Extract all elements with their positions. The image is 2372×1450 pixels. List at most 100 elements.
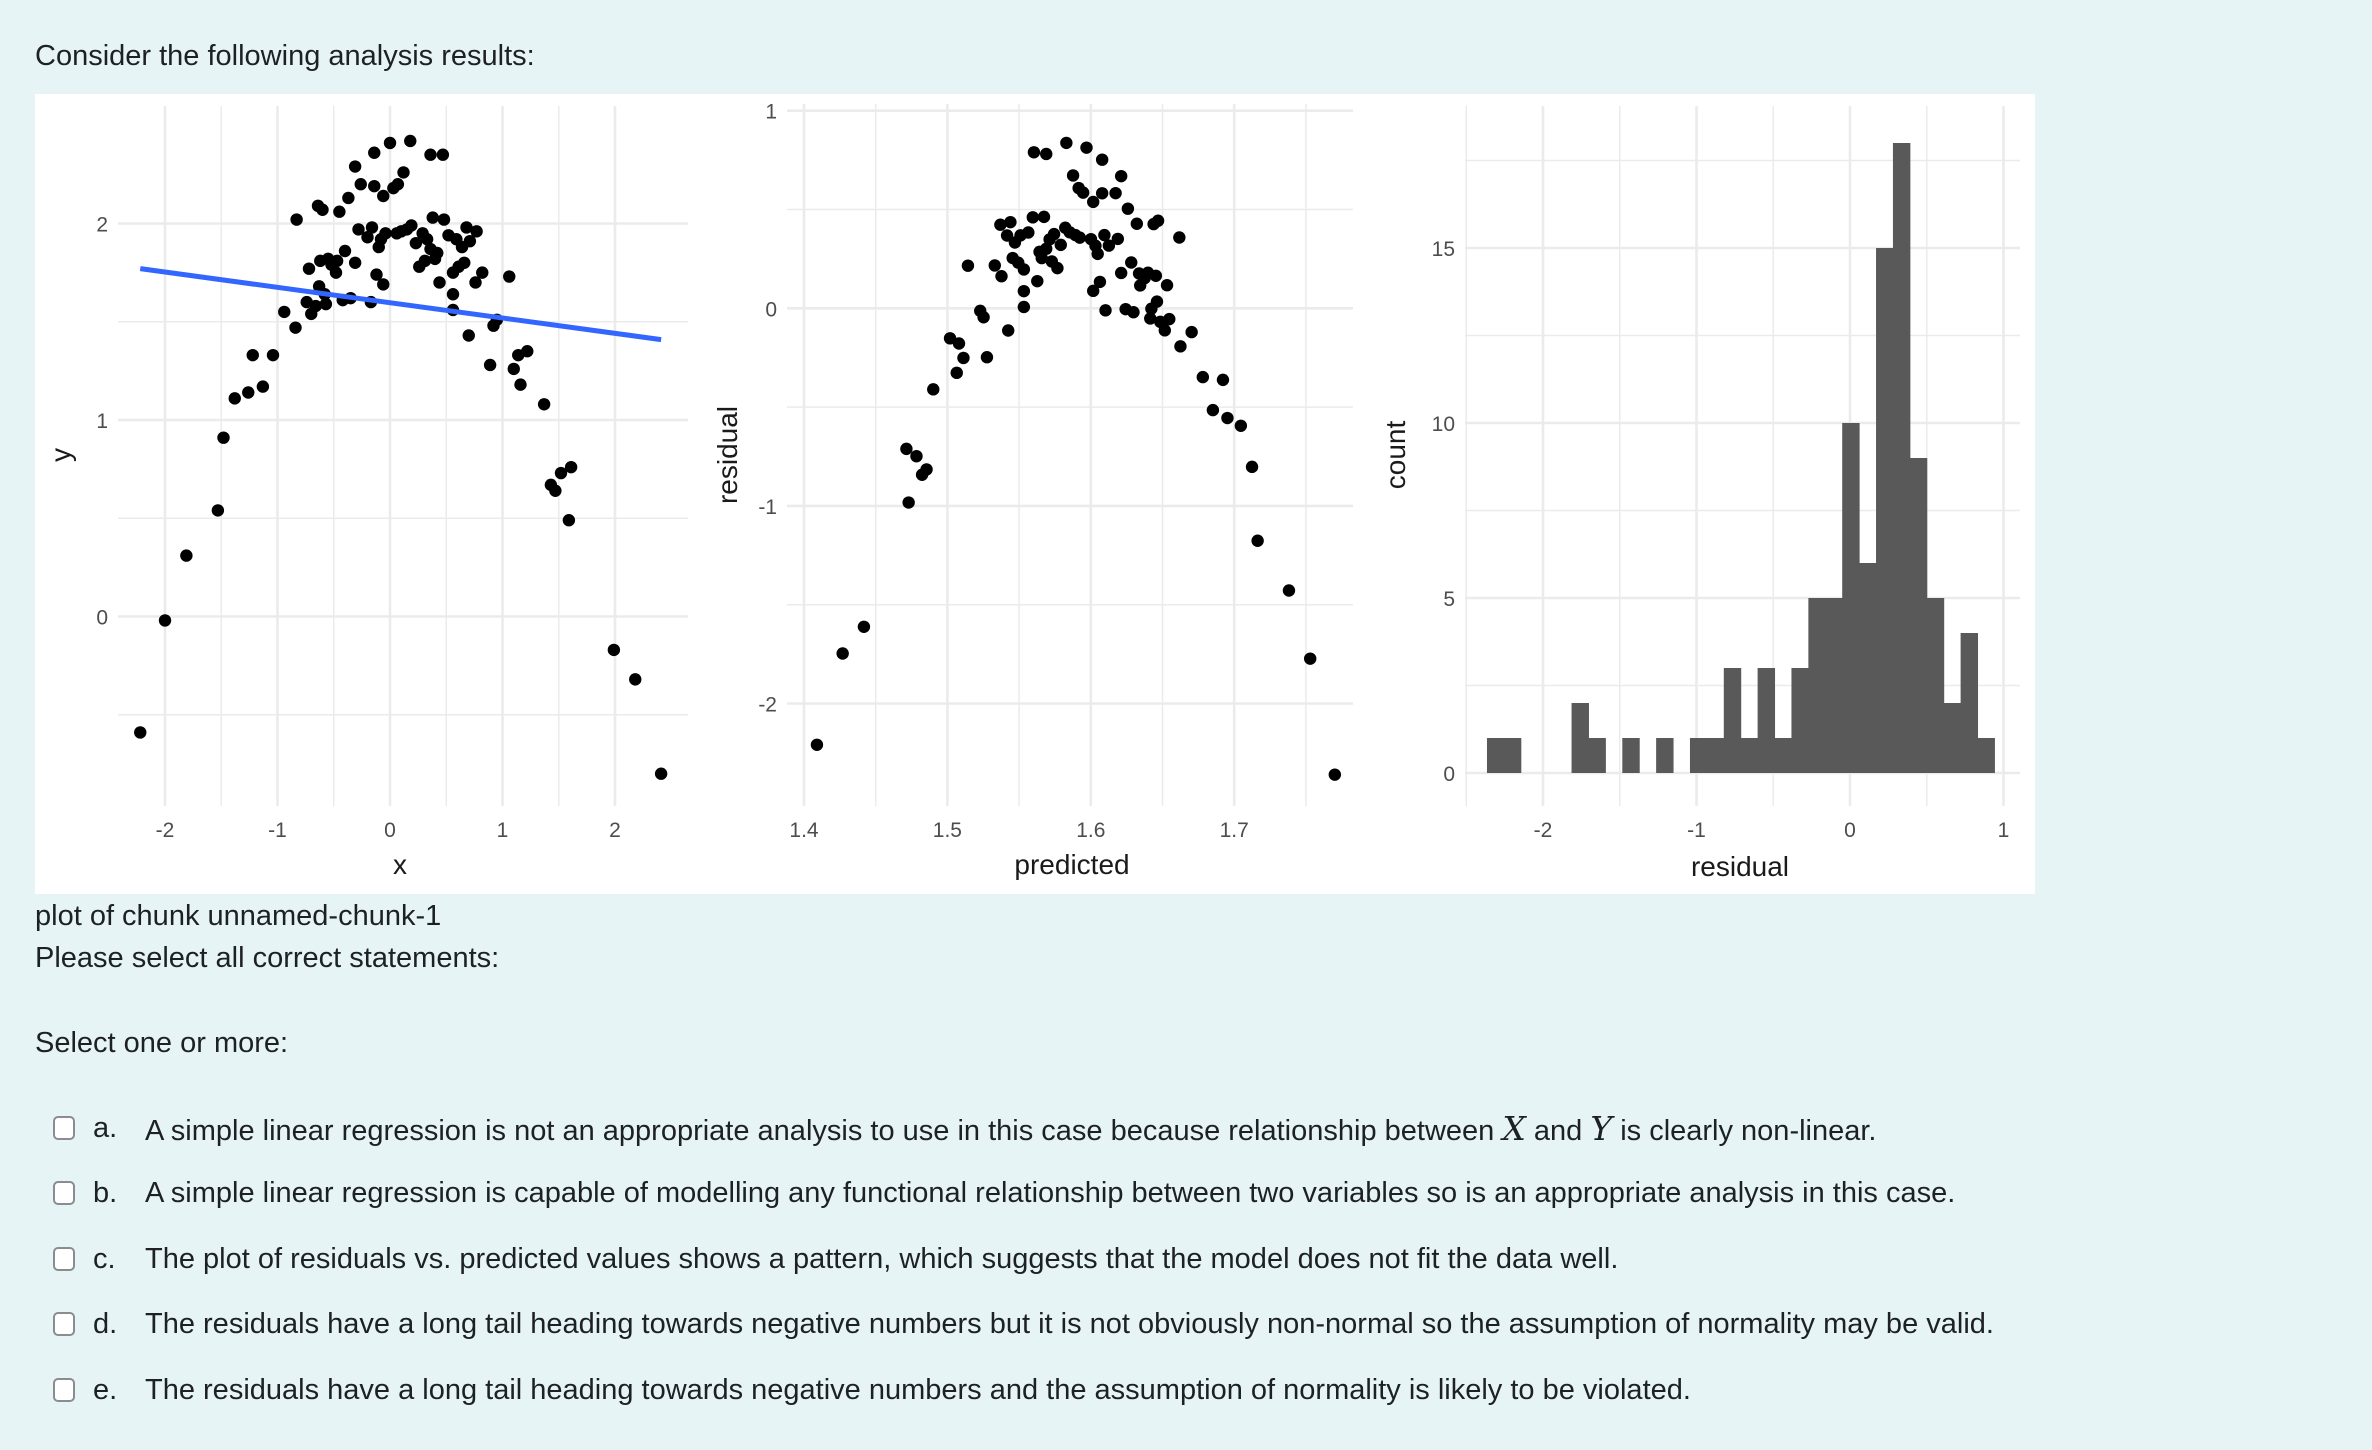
- residual-point: [1234, 419, 1248, 433]
- y-tick-label: -1: [758, 496, 777, 519]
- data-point: [564, 460, 578, 474]
- x-tick-label: 0: [1844, 819, 1856, 842]
- checkbox-c[interactable]: [53, 1247, 75, 1271]
- residual-point: [1059, 221, 1072, 234]
- residual-point: [1043, 233, 1056, 246]
- residual-point: [810, 738, 824, 752]
- question-prompt: Please select all correct statements:: [35, 942, 500, 974]
- option-e[interactable]: e. The residuals have a long tail headin…: [53, 1370, 1691, 1410]
- residual-point: [1099, 304, 1112, 317]
- data-point: [348, 160, 362, 173]
- data-point: [462, 329, 475, 342]
- histogram-bar: [1706, 738, 1725, 773]
- data-point: [246, 348, 259, 362]
- residual-point: [1017, 300, 1031, 314]
- data-point: [342, 191, 355, 205]
- data-point: [521, 345, 534, 358]
- data-point: [290, 213, 303, 226]
- histogram-bar: [1588, 738, 1606, 773]
- histogram-bar: [1622, 738, 1640, 773]
- residual-point: [1060, 136, 1073, 150]
- data-point: [316, 203, 329, 216]
- option-text-part: is clearly non-linear.: [1612, 1114, 1877, 1147]
- x-tick-label: -2: [156, 819, 175, 842]
- option-b[interactable]: b. A simple linear regression is capable…: [53, 1173, 1955, 1213]
- data-point: [374, 233, 388, 246]
- residual-point: [957, 351, 970, 365]
- residual-point: [927, 383, 940, 396]
- residual-point: [1109, 186, 1122, 200]
- checkbox-e[interactable]: [53, 1378, 75, 1402]
- residual-point: [1095, 187, 1109, 200]
- residual-point: [961, 259, 975, 272]
- histogram-bar: [1943, 703, 1962, 773]
- data-point: [428, 252, 442, 266]
- residual-point: [1093, 275, 1107, 289]
- data-point: [470, 225, 483, 238]
- y-tick-label: 10: [1432, 413, 1455, 436]
- x-tick-label: 0: [384, 819, 396, 842]
- data-point: [433, 276, 446, 289]
- checkbox-a[interactable]: [53, 1116, 75, 1140]
- data-point: [420, 233, 434, 246]
- residual-point: [1031, 274, 1044, 288]
- intro-text: Consider the following analysis results:: [35, 40, 535, 72]
- residual-point: [1114, 266, 1128, 280]
- data-point: [217, 431, 230, 444]
- data-point: [365, 221, 379, 234]
- residual-point: [1282, 584, 1296, 597]
- option-text-part: A simple linear regression is not an app…: [145, 1114, 1503, 1147]
- option-c[interactable]: c. The plot of residuals vs. predicted v…: [53, 1239, 1618, 1279]
- data-point: [455, 240, 469, 254]
- data-point: [180, 549, 193, 562]
- x-tick-label: 1.4: [789, 819, 819, 842]
- data-point: [228, 392, 241, 405]
- option-text: A simple linear regression is not an app…: [145, 1109, 1876, 1148]
- residual-point: [1072, 181, 1085, 195]
- x-tick-label: 1.5: [933, 819, 962, 842]
- data-point: [537, 398, 551, 411]
- option-text: The residuals have a long tail heading t…: [145, 1373, 1691, 1406]
- data-point: [460, 221, 473, 234]
- histogram-bar: [1740, 738, 1759, 773]
- option-text: The residuals have a long tail heading t…: [145, 1307, 1994, 1340]
- option-letter: b.: [93, 1176, 118, 1209]
- residual-point: [1045, 255, 1059, 268]
- residual-point: [1185, 325, 1198, 339]
- data-point: [370, 268, 383, 281]
- option-d[interactable]: d. The residuals have a long tail headin…: [53, 1304, 1994, 1344]
- data-point: [383, 136, 397, 150]
- x-tick-label: -2: [1534, 819, 1553, 842]
- data-point: [242, 386, 255, 399]
- data-point: [377, 278, 390, 291]
- residual-point: [1125, 256, 1138, 269]
- residual-point: [1154, 315, 1167, 329]
- histogram-bar: [1909, 458, 1928, 773]
- data-point: [377, 189, 390, 203]
- data-point: [309, 299, 322, 313]
- residual-point: [988, 259, 1001, 272]
- y-axis-title: y: [45, 448, 76, 462]
- analysis-plots-figure: -2 -1 0 1 2 0 1 2 x y 1.4 1.5 1.6 1.7 -2 -1 0 1 predicted…: [35, 94, 2035, 894]
- residual-point: [1087, 284, 1100, 298]
- x-axis-title: residual: [1691, 851, 1789, 882]
- residual-point: [1054, 238, 1067, 252]
- option-a[interactable]: a. A simple linear regression is not an …: [53, 1108, 1876, 1148]
- residual-point: [1130, 217, 1144, 230]
- histogram-bar: [1486, 738, 1505, 773]
- residual-point: [1174, 340, 1187, 353]
- data-point: [405, 219, 418, 232]
- plot-caption: plot of chunk unnamed-chunk-1: [35, 900, 442, 932]
- option-letter: d.: [93, 1307, 118, 1340]
- residual-point: [1004, 215, 1017, 229]
- residual-point: [1040, 147, 1053, 161]
- data-point: [446, 288, 460, 301]
- data-point: [395, 225, 408, 238]
- residual-point: [900, 442, 913, 456]
- residual-point: [980, 351, 994, 364]
- residual-point: [1022, 226, 1035, 239]
- residual-point: [1206, 403, 1220, 417]
- checkbox-b[interactable]: [53, 1181, 75, 1205]
- histogram-bar: [1791, 668, 1809, 773]
- checkbox-d[interactable]: [53, 1312, 75, 1336]
